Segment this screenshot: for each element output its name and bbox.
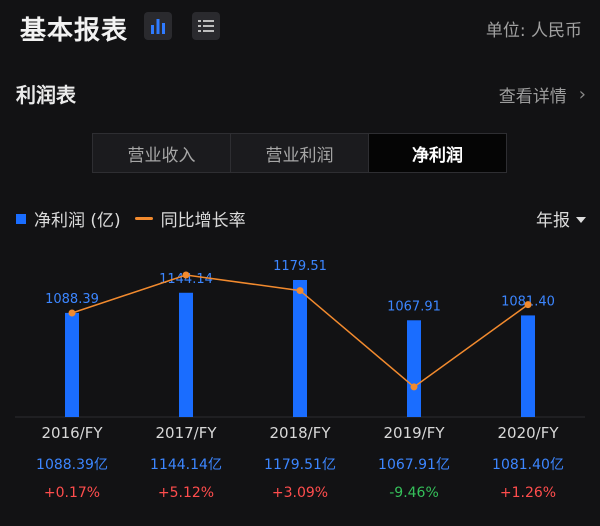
growth-rate: -9.46%: [389, 485, 439, 501]
section-title: 利润表: [16, 83, 76, 107]
fiscal-year-label: 2019/FY: [383, 424, 445, 442]
growth-point-2020/FY: [524, 301, 532, 309]
list-icon-glyph: [198, 20, 214, 32]
view-details-link[interactable]: 查看详情 ›: [499, 82, 586, 107]
growth-point-2019/FY: [410, 383, 418, 391]
growth-point-2017/FY: [182, 271, 190, 279]
view-details-label: 查看详情: [498, 87, 567, 107]
bar-2018/FY: [293, 280, 307, 417]
bar-value-label: 1067.91: [387, 299, 441, 314]
growth-point-2016/FY: [68, 309, 76, 317]
chart-legend: 净利润 (亿) 同比增长率: [16, 206, 246, 231]
tab-net-profit[interactable]: 净利润: [369, 134, 506, 172]
unit-label: 单位: 人民币: [485, 21, 582, 41]
growth-rate: +5.12%: [157, 485, 215, 501]
bar-value-label: 1088.39: [45, 292, 99, 307]
net-profit-amount: 1144.14亿: [150, 457, 222, 473]
fiscal-year-label: 2016/FY: [41, 424, 103, 442]
fiscal-year-label: 2020/FY: [497, 424, 559, 442]
period-selector-label: 年报: [536, 211, 570, 231]
page-title: 基本报表: [20, 16, 129, 46]
tab-operating-profit[interactable]: 营业利润: [231, 134, 369, 172]
bar-value-label: 1179.51: [273, 259, 327, 274]
net-profit-amount: 1179.51亿: [264, 457, 336, 473]
growth-rate: +0.17%: [43, 485, 101, 501]
chevron-right-icon: ›: [578, 84, 586, 105]
net-profit-amount: 1081.40亿: [492, 457, 564, 473]
growth-rate: +1.26%: [499, 485, 557, 501]
period-selector[interactable]: 年报: [536, 206, 586, 231]
bar-chart-icon-glyph: [151, 19, 165, 34]
bar-2019/FY: [407, 320, 421, 417]
bar-2017/FY: [179, 292, 193, 417]
list-icon[interactable]: [192, 12, 220, 40]
legend-line-label: 同比增长率: [160, 211, 246, 231]
net-profit-amount: 1067.91亿: [378, 457, 450, 473]
legend-bar-swatch: [16, 213, 26, 224]
tab-revenue[interactable]: 营业收入: [93, 134, 231, 172]
bar-2016/FY: [65, 312, 79, 417]
fiscal-year-label: 2018/FY: [269, 424, 331, 442]
legend-line-swatch: [134, 217, 153, 220]
caret-down-icon: [576, 216, 586, 223]
growth-rate: +3.09%: [271, 485, 329, 501]
tab-bar: 营业收入 营业利润 净利润: [92, 133, 507, 173]
bar-2020/FY: [521, 315, 535, 417]
fiscal-year-label: 2017/FY: [155, 424, 217, 442]
bar-value-label: 1144.14: [159, 272, 213, 287]
legend-bar-label: 净利润 (亿): [34, 211, 121, 231]
growth-point-2018/FY: [296, 287, 304, 295]
bar-chart-icon[interactable]: [144, 12, 172, 40]
net-profit-amount: 1088.39亿: [36, 457, 108, 473]
